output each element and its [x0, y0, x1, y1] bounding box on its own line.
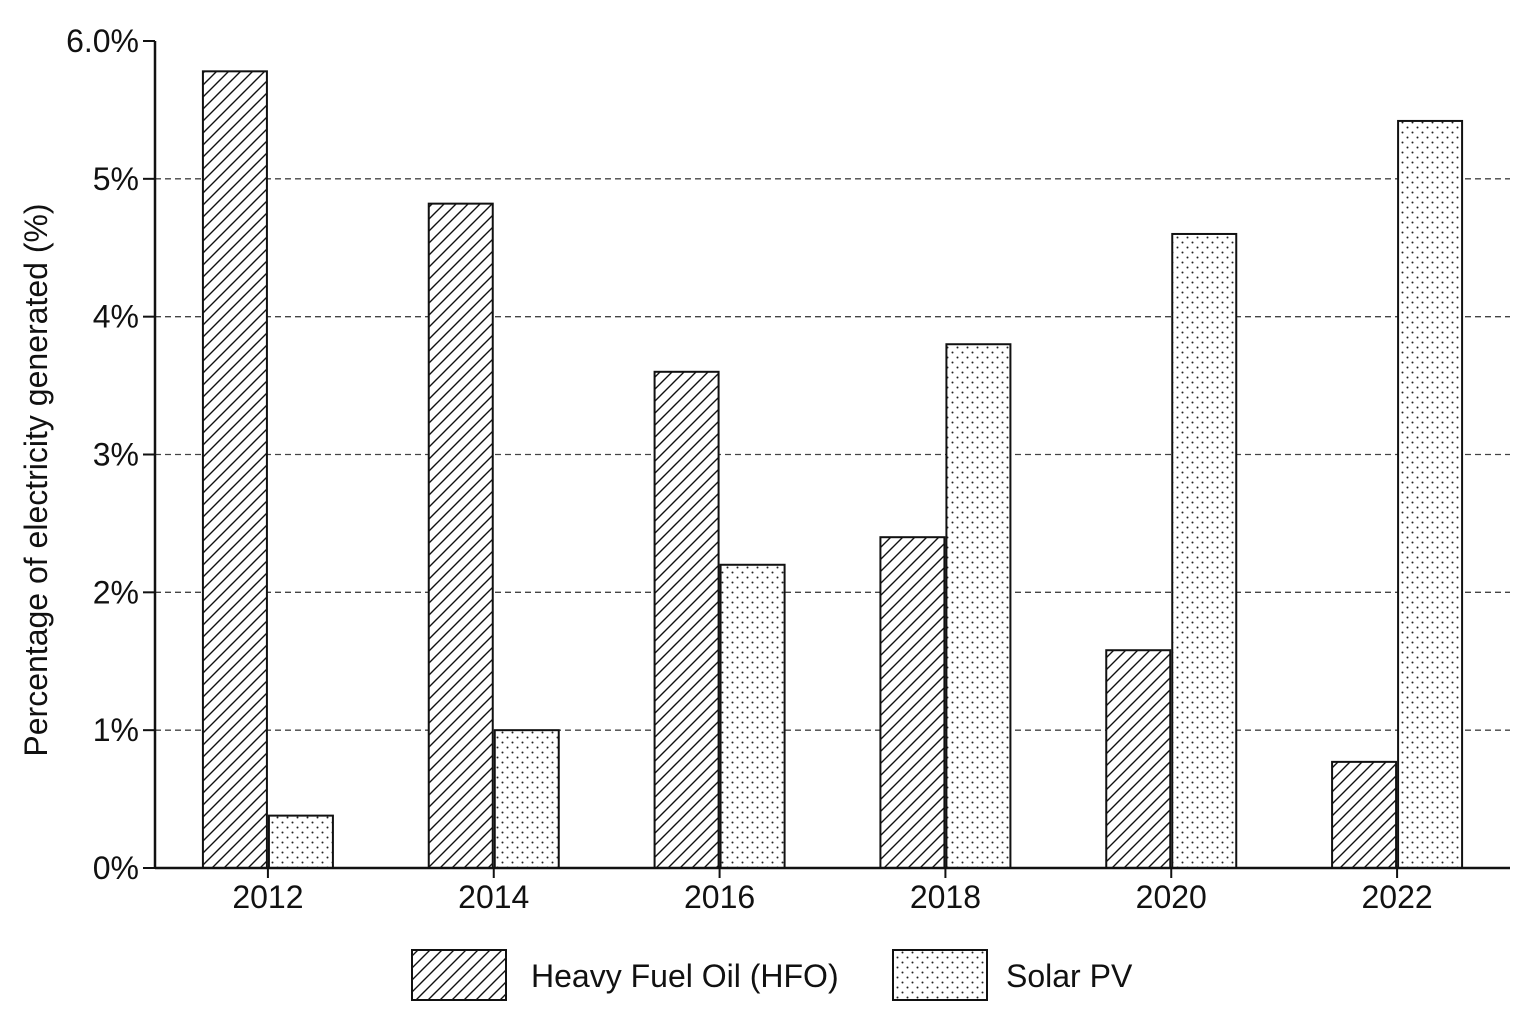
bar-solar-pv-2014: [493, 729, 560, 870]
bar-hfo-2012: [201, 70, 268, 870]
y-tick-label: 5%: [93, 161, 139, 197]
y-tick-label: 4%: [93, 299, 139, 335]
bar-hfo-2022: [1331, 760, 1398, 870]
x-tick-label: 2014: [458, 879, 529, 915]
legend-label-hfo: Heavy Fuel Oil (HFO): [531, 958, 839, 994]
y-tick-label: 3%: [93, 437, 139, 473]
x-tick-label: 2016: [684, 879, 755, 915]
tick-labels: 0% 1% 2% 3% 4% 5% 6.0% 2012 2014 2016 2018 2020 2022: [66, 23, 1433, 915]
legend-swatch-hfo: [411, 949, 507, 1001]
bars: [201, 70, 1464, 870]
bar-solar-pv-2012: [267, 814, 334, 870]
x-tick-label: 2018: [910, 879, 981, 915]
bar-hfo-2016: [653, 370, 720, 869]
x-tick-label: 2022: [1361, 879, 1432, 915]
y-tick-label: 2%: [93, 574, 139, 610]
y-tick-label: 1%: [93, 712, 139, 748]
y-axis-title: Percentage of electricity generated (%): [18, 203, 54, 756]
bar-solar-pv-2022: [1397, 119, 1464, 869]
axes: [143, 40, 1510, 878]
bar-hfo-2018: [879, 536, 946, 869]
bar-hfo-2020: [1105, 649, 1172, 869]
bar-hfo-2014: [427, 202, 494, 870]
x-tick-label: 2020: [1136, 879, 1207, 915]
bar-solar-pv-2020: [1171, 232, 1238, 869]
bar-solar-pv-2016: [719, 563, 786, 869]
legend: Heavy Fuel Oil (HFO) Solar PV: [411, 949, 1133, 1001]
y-tick-label: 0%: [93, 850, 139, 886]
gridlines: [155, 178, 1510, 731]
y-tick-label: 6.0%: [66, 23, 139, 59]
legend-swatch-solar-pv: [892, 949, 988, 1001]
bar-solar-pv-2018: [945, 343, 1012, 869]
x-tick-label: 2012: [232, 879, 303, 915]
legend-label-solar-pv: Solar PV: [1006, 958, 1133, 994]
